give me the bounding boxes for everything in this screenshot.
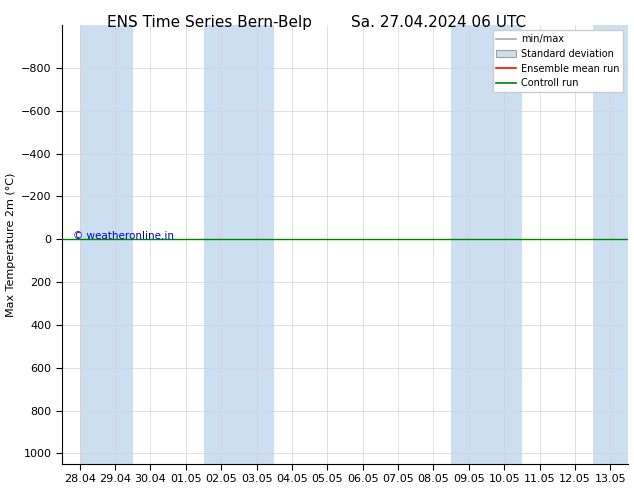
Bar (80, 25, 98, 464)
Text: ENS Time Series Bern-Belp        Sa. 27.04.2024 06 UTC: ENS Time Series Bern-Belp Sa. 27.04.2024… (107, 15, 527, 30)
Bar (204, 25, 239, 464)
Bar (486, 25, 522, 464)
Bar (239, 25, 275, 464)
Bar (593, 25, 628, 464)
Bar (451, 25, 486, 464)
Legend: min/max, Standard deviation, Ensemble mean run, Controll run: min/max, Standard deviation, Ensemble me… (493, 30, 623, 93)
Y-axis label: Max Temperature 2m (°C): Max Temperature 2m (°C) (6, 172, 16, 317)
Bar (98, 25, 133, 464)
Text: © weatheronline.in: © weatheronline.in (74, 231, 174, 241)
